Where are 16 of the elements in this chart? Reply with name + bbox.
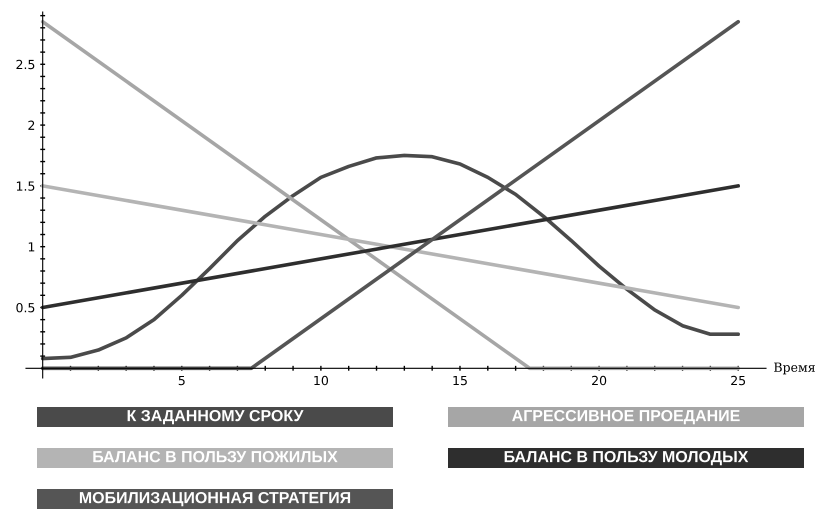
x-tick-label: 25 [731, 376, 746, 386]
text: БАЛАНС В ПОЛЬЗУ МОЛОДЫХ [504, 450, 748, 466]
x-tick-label: 5 [178, 376, 185, 386]
y-tick-label: 1.5 [16, 182, 34, 191]
x-tick-label: 10 [314, 376, 328, 386]
text: МОБИЛИЗАЦИОННАЯ СТРАТЕГИЯ [80, 492, 350, 506]
y-tick-label: 0.5 [16, 302, 34, 312]
text: АГРЕССИВНОЕ ПРОЕДАНИЕ [512, 410, 740, 424]
x-tick-label: 20 [592, 376, 606, 386]
text: К ЗАДАННОМУ СРОКУ [128, 410, 304, 424]
y-tick-label: 1 [28, 242, 34, 252]
text: БАЛАНС В ПОЛЬЗУ ПОЖИЛЫХ [93, 450, 338, 462]
y-tick-label: 2 [28, 120, 34, 130]
x-axis-title: Время [774, 362, 815, 374]
y-tick-label: 2.5 [16, 60, 34, 70]
x-tick-label: 15 [453, 376, 467, 386]
